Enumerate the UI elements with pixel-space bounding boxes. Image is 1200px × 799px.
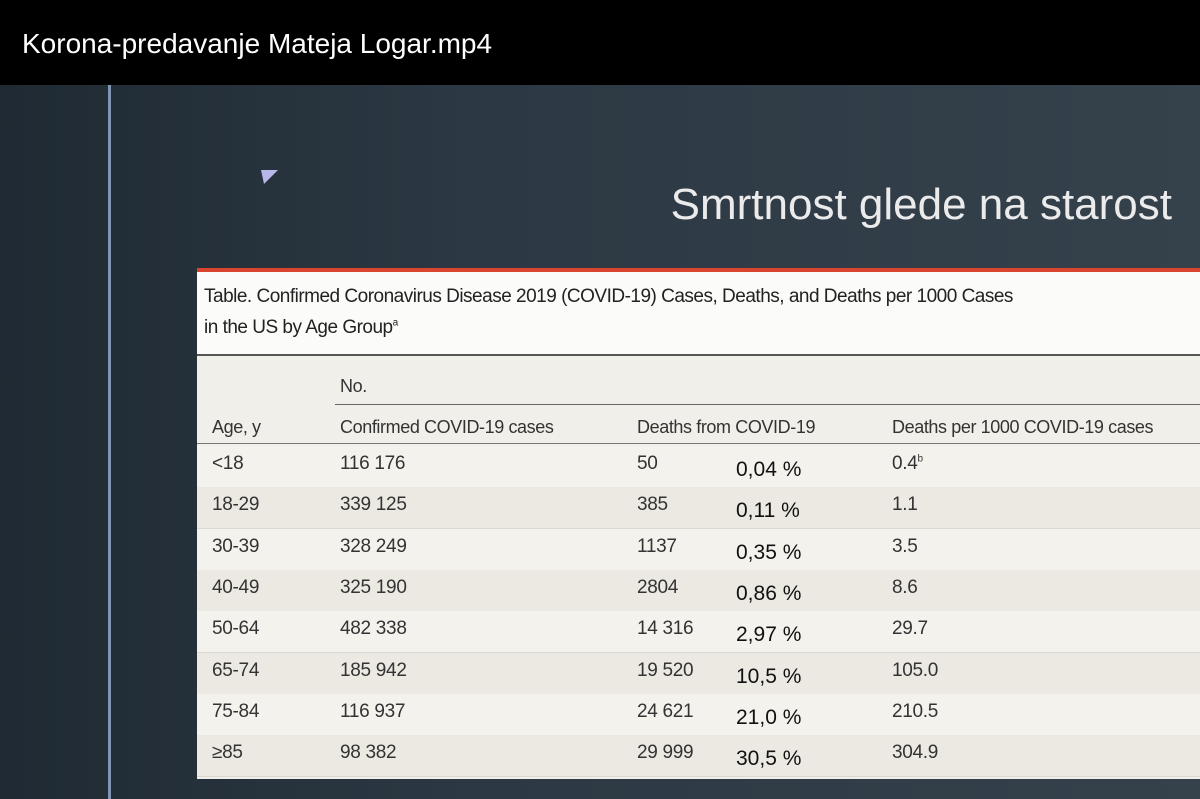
table-cell: 116 937 [340, 700, 406, 722]
caption-area [197, 272, 1200, 356]
table-cell: 385 [637, 494, 668, 516]
percent-cell: 0,04 % [736, 458, 802, 481]
table-cell: <18 [212, 453, 244, 474]
group-header: No. [340, 376, 367, 396]
table-cell: 29.7 [892, 618, 928, 640]
header-rule [197, 443, 1200, 444]
caption-line: Table. Confirmed Coronavirus Disease 201… [204, 286, 1013, 307]
table-cell: 0.4b [892, 453, 924, 474]
table-cell: 2804 [637, 576, 679, 598]
table-cell: 8.6 [892, 576, 918, 598]
table-cell: 328 249 [340, 535, 407, 557]
title-bar [0, 0, 1200, 85]
table-cell: 304.9 [892, 742, 939, 764]
footnote-mark: b [917, 453, 924, 465]
table-cell: 116 176 [340, 453, 406, 474]
table-row [197, 569, 1200, 612]
table-cell: 24 621 [637, 700, 694, 722]
table-cell: 3.5 [892, 535, 918, 557]
slide-title: Smrtnost glede na starost [670, 180, 1172, 229]
table-row [197, 487, 1200, 530]
table-cell: 30-39 [212, 535, 260, 557]
slide-bullet [261, 170, 278, 184]
percent-cell: 10,5 % [736, 664, 802, 688]
column-header: Confirmed COVID-19 cases [340, 417, 554, 437]
table-cell: 1137 [637, 535, 677, 557]
table-cell: 482 338 [340, 618, 407, 640]
table-cell: 50-64 [212, 618, 260, 640]
footnote-mark: a [392, 317, 399, 329]
caption-line: in the US by Age Groupa [204, 317, 399, 338]
table-cell: ≥85 [212, 742, 243, 764]
table-cell: 210.5 [892, 700, 939, 722]
column-header: Deaths per 1000 COVID-19 cases [892, 417, 1154, 437]
slide-divider [108, 85, 111, 799]
table-cell: 98 382 [340, 742, 397, 764]
table-cell: 1.1 [892, 494, 918, 516]
table-cell: 18-29 [212, 494, 260, 516]
group-rule [335, 404, 1200, 405]
table-cell: 14 316 [637, 618, 694, 640]
column-header: Deaths from COVID-19 [637, 417, 816, 437]
video-title: Korona-predavanje Mateja Logar.mp4 [22, 28, 493, 59]
percent-cell: 2,97 % [736, 623, 802, 647]
table-cell: 40-49 [212, 576, 260, 598]
table-cell: 185 942 [340, 659, 407, 681]
table-row [197, 528, 1200, 571]
percent-cell: 30,5 % [736, 747, 802, 771]
percent-cell: 21,0 % [736, 705, 802, 729]
table-row [197, 611, 1200, 654]
table-row [197, 652, 1200, 695]
table-cell: 19 520 [637, 659, 694, 681]
table-cell: 325 190 [340, 576, 407, 598]
table-cell: 29 999 [637, 742, 694, 764]
percent-cell: 0,86 % [736, 581, 802, 605]
table-cell: 50 [637, 453, 658, 474]
percent-cell: 0,11 % [736, 499, 800, 523]
table-cell: 105.0 [892, 659, 939, 681]
percent-cell: 0,35 % [736, 540, 802, 564]
table-row [197, 735, 1200, 778]
column-header: Age, y [212, 417, 261, 437]
table-cell: 65-74 [212, 659, 260, 681]
table-cell: 339 125 [340, 494, 407, 516]
table-cell: 75-84 [212, 700, 260, 722]
